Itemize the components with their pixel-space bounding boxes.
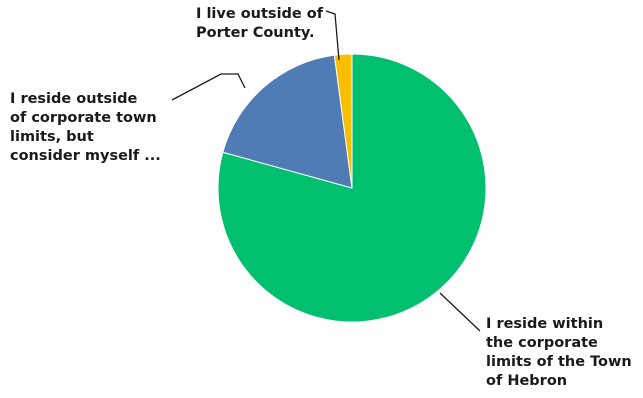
- leader-line-2: [325, 10, 340, 61]
- leader-line-1: [171, 73, 246, 101]
- leader-line-0: [439, 292, 481, 332]
- slice-outside-county: [333, 53, 353, 189]
- slice-label-outside-limits: I reside outside of corporate town limit…: [10, 91, 161, 164]
- slice-outside-limits: [222, 54, 353, 189]
- slice-label-within-town: I reside within the corporate limits of …: [486, 316, 632, 389]
- slice-label-outside-county: I live outside of Porter County.: [196, 6, 324, 41]
- pie-slices: [217, 53, 487, 323]
- leader-lines: [171, 10, 481, 332]
